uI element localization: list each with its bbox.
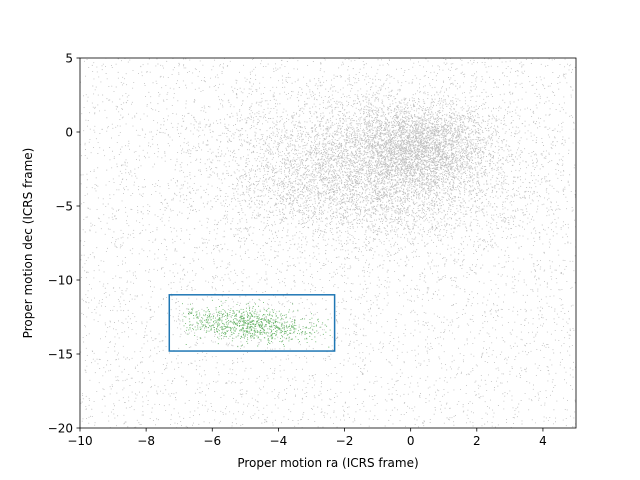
- plot-frame: [79, 57, 577, 429]
- green-point-cloud: [182, 298, 331, 348]
- background-star-points: [80, 58, 576, 428]
- x-tick-label: 4: [539, 434, 547, 448]
- selection-box: [168, 294, 336, 352]
- cluster-member-points: [182, 298, 331, 348]
- y-axis-ticks: −20 −15 −10 −5 0 5: [48, 52, 80, 436]
- x-tick-label: −8: [137, 434, 155, 448]
- y-tick-label: −15: [48, 348, 73, 362]
- x-tick-label: −6: [203, 434, 221, 448]
- x-tick-label: −10: [67, 434, 92, 448]
- y-tick-label: −10: [48, 274, 73, 288]
- x-tick-label: −2: [336, 434, 354, 448]
- x-tick-label: 2: [473, 434, 481, 448]
- y-tick-label: 0: [65, 126, 73, 140]
- x-tick-label: 0: [407, 434, 415, 448]
- y-tick-label: −20: [48, 422, 73, 436]
- x-axis-ticks: −10 −8 −6 −4 −2 0 2 4: [67, 428, 547, 448]
- y-tick-label: −5: [55, 200, 73, 214]
- y-axis-label: Proper motion dec (ICRS frame): [21, 148, 35, 339]
- gray-point-cloud: [80, 58, 576, 428]
- x-axis-label: Proper motion ra (ICRS frame): [237, 456, 418, 470]
- x-tick-label: −4: [270, 434, 288, 448]
- y-tick-label: 5: [65, 52, 73, 66]
